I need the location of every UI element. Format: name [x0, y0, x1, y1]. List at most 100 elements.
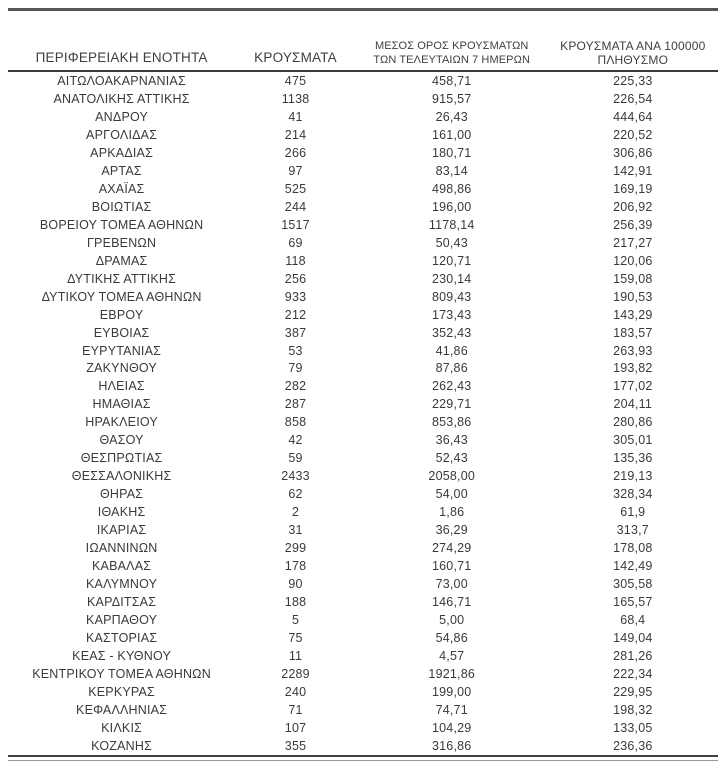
cell-region: ΑΡΤΑΣ [101, 163, 142, 178]
cell-cases: 212 [284, 307, 307, 322]
table-row: ΘΕΣΠΡΩΤΙΑΣ 59 52,43 135,36 [8, 449, 718, 467]
cell-region: ΑΝΑΤΟΛΙΚΗΣ ΑΤΤΙΚΗΣ [53, 91, 190, 106]
cell-cases: 62 [288, 487, 303, 502]
column-header-region: ΠΕΡΙΦΕΡΕΙΑΚΗ ΕΝΟΤΗΤΑ [8, 11, 236, 72]
cell-per100k: 236,36 [547, 736, 718, 757]
cell-avg7: 161,00 [432, 127, 472, 142]
cell-per100k: 256,39 [613, 217, 653, 232]
cell-per100k: 328,34 [613, 487, 653, 502]
table-row: ΚΕΦΑΛΛΗΝΙΑΣ 71 74,71 198,32 [8, 701, 718, 719]
cell-per100k: 190,53 [613, 289, 653, 304]
cell-avg7: 458,71 [432, 73, 472, 88]
table-row: ΒΟΡΕΙΟΥ ΤΟΜΕΑ ΑΘΗΝΩΝ 1517 1178,14 256,39 [8, 216, 718, 234]
cell-region: ΑΡΓΟΛΙΔΑΣ [86, 127, 158, 142]
cell-cases: 2433 [281, 469, 310, 484]
table-row: ΑΡΚΑΔΙΑΣ 266 180,71 306,86 [8, 144, 718, 162]
cell-cases: 75 [288, 631, 303, 646]
cell-cases: 214 [284, 127, 307, 142]
cell-avg7: 352,43 [432, 325, 472, 340]
cell-avg7: 54,86 [435, 631, 468, 646]
table-row: ΚΕΑΣ - ΚΥΘΝΟΥ 11 4,57 281,26 [8, 647, 718, 665]
column-header-avg7: ΜΕΣΟΣ ΟΡΟΣ ΚΡΟΥΣΜΑΤΩΝ ΤΩΝ ΤΕΛΕΥΤΑΙΩΝ 7 Η… [355, 11, 548, 72]
cell-cases: 42 [288, 433, 303, 448]
cell-cases: 287 [284, 397, 307, 412]
cell-region: ΗΛΕΙΑΣ [98, 379, 145, 394]
cell-cases: 69 [288, 235, 303, 250]
cell-avg7: 36,29 [435, 523, 468, 538]
cell-avg7: 5,00 [439, 613, 465, 628]
cell-region: ΔΥΤΙΚΗΣ ΑΤΤΙΚΗΣ [67, 271, 177, 286]
cell-cases: 256 [284, 271, 307, 286]
table-row: ΓΡΕΒΕΝΩΝ 69 50,43 217,27 [8, 234, 718, 252]
cell-per100k: 142,91 [613, 163, 653, 178]
cell-avg7: 36,43 [435, 433, 468, 448]
top-rule [8, 8, 718, 11]
cell-per100k: 281,26 [613, 648, 653, 663]
cell-per100k: 229,95 [613, 684, 653, 699]
table-row: ΕΒΡΟΥ 212 173,43 143,29 [8, 306, 718, 324]
cell-cases: 266 [284, 145, 307, 160]
table-row: ΘΑΣΟΥ 42 36,43 305,01 [8, 431, 718, 449]
table-row: ΚΙΛΚΙΣ 107 104,29 133,05 [8, 719, 718, 737]
cell-cases: 71 [288, 702, 303, 717]
cell-region: ΚΕΝΤΡΙΚΟΥ ΤΟΜΕΑ ΑΘΗΝΩΝ [32, 666, 211, 681]
cell-region: ΒΟΡΕΙΟΥ ΤΟΜΕΑ ΑΘΗΝΩΝ [39, 217, 204, 232]
cell-avg7: 83,14 [435, 163, 468, 178]
cell-avg7: 73,00 [435, 577, 468, 592]
cell-avg7: 2058,00 [428, 469, 476, 484]
cell-avg7: 915,57 [432, 91, 472, 106]
cell-avg7: 274,29 [432, 541, 472, 556]
cell-cases: 41 [288, 109, 303, 124]
cell-per100k: 149,04 [613, 631, 653, 646]
column-header-avg7-line2: ΤΩΝ ΤΕΛΕΥΤΑΙΩΝ 7 ΗΜΕΡΩΝ [373, 54, 530, 66]
bottom-thin-rule [8, 760, 718, 761]
cell-region: ΚΕΦΑΛΛΗΝΙΑΣ [76, 702, 168, 717]
table-row: ΗΜΑΘΙΑΣ 287 229,71 204,11 [8, 395, 718, 413]
cell-cases: 1138 [281, 91, 310, 106]
cell-avg7: 229,71 [432, 397, 472, 412]
cell-per100k: 263,93 [613, 343, 653, 358]
cell-region: ΚΑΡΔΙΤΣΑΣ [87, 595, 157, 610]
cell-region: ΘΗΡΑΣ [99, 487, 144, 502]
cell-cases: 107 [284, 720, 307, 735]
table-row: ΙΩΑΝΝΙΝΩΝ 299 274,29 178,08 [8, 539, 718, 557]
cell-region: ΑΙΤΩΛΟΑΚΑΡΝΑΝΙΑΣ [57, 73, 186, 88]
cell-cases: 2 [291, 505, 300, 520]
cell-avg7: 809,43 [432, 289, 472, 304]
cell-per100k: 313,7 [616, 523, 649, 538]
cell-region: ΕΥΡΥΤΑΝΙΑΣ [82, 343, 162, 358]
table-row: ΗΛΕΙΑΣ 282 262,43 177,02 [8, 377, 718, 395]
table-row: ΚΑΒΑΛΑΣ 178 160,71 142,49 [8, 557, 718, 575]
cell-cases: 178 [284, 559, 307, 574]
cell-cases: 2289 [281, 666, 310, 681]
cell-region: ΚΑΛΥΜΝΟΥ [86, 577, 158, 592]
cell-per100k: 198,32 [613, 702, 653, 717]
cell-per100k: 206,92 [613, 199, 653, 214]
cell-cases: 5 [291, 613, 300, 628]
cell-region: ΘΕΣΠΡΩΤΙΑΣ [80, 451, 163, 466]
cell-per100k: 61,9 [620, 505, 646, 520]
table-row: ΔΡΑΜΑΣ 118 120,71 120,06 [8, 252, 718, 270]
cell-avg7: 1,86 [439, 505, 465, 520]
cell-per100k: 305,58 [613, 577, 653, 592]
cell-cases: 387 [284, 325, 307, 340]
column-header-per100k: ΚΡΟΥΣΜΑΤΑ ΑΝΑ 100000 ΠΛΗΘΥΣΜΟ [547, 11, 718, 72]
cell-per100k: 306,86 [613, 145, 653, 160]
table-row: ΗΡΑΚΛΕΙΟΥ 858 853,86 280,86 [8, 413, 718, 431]
cell-avg7: 498,86 [432, 181, 472, 196]
cell-cases: 475 [284, 73, 307, 88]
cell-region: ΑΡΚΑΔΙΑΣ [90, 145, 154, 160]
table-row: ΚΑΡΔΙΤΣΑΣ 188 146,71 165,57 [8, 593, 718, 611]
cell-region: ΘΕΣΣΑΛΟΝΙΚΗΣ [71, 469, 172, 484]
cell-cases: 299 [284, 541, 307, 556]
table-row: ΑΧΑΪΑΣ 525 498,86 169,19 [8, 180, 718, 198]
cell-cases: 244 [284, 199, 307, 214]
cell-avg7: 50,43 [435, 235, 468, 250]
cell-avg7: 1178,14 [428, 217, 475, 232]
cell-region: ΚΕΡΚΥΡΑΣ [88, 684, 155, 699]
column-header-per100k-line2: ΠΛΗΘΥΣΜΟ [597, 53, 669, 67]
cell-region: ΖΑΚΥΝΘΟΥ [86, 361, 157, 376]
cell-per100k: 220,52 [613, 127, 653, 142]
cell-per100k: 444,64 [613, 109, 653, 124]
